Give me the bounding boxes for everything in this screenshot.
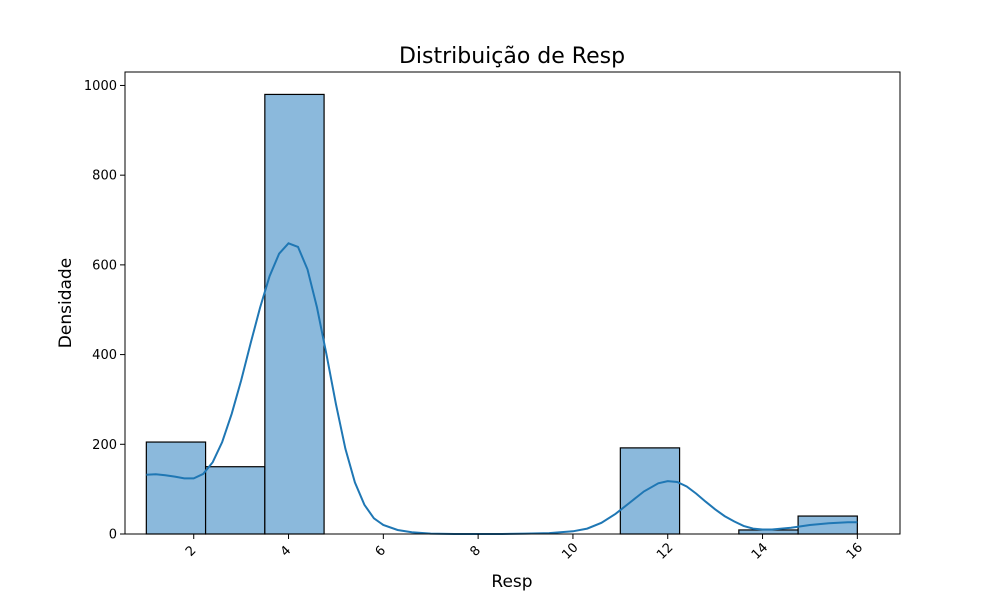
histogram-bar-1 — [204, 466, 266, 535]
plot-area-frame — [124, 71, 901, 535]
histogram-bar-8 — [619, 447, 681, 535]
bars-group — [145, 93, 858, 535]
chart-title: Distribuição de Resp — [399, 44, 625, 69]
y-tick-label-200: 200 — [92, 438, 117, 453]
y-tick-label-0: 0 — [109, 528, 117, 543]
x-axis-label: Resp — [491, 572, 532, 592]
histogram-bar-10 — [738, 529, 799, 535]
y-tick-label-800: 800 — [92, 169, 117, 184]
histogram-bar-2 — [264, 93, 325, 535]
histogram-bar-0 — [145, 441, 207, 535]
y-tick-label-600: 600 — [92, 258, 117, 273]
y-tick-label-400: 400 — [92, 348, 117, 363]
y-axis: 0 200 400 600 800 1000 — [84, 79, 125, 543]
y-tick-label-1000: 1000 — [84, 79, 117, 94]
y-axis-label: Densidade — [56, 258, 76, 348]
